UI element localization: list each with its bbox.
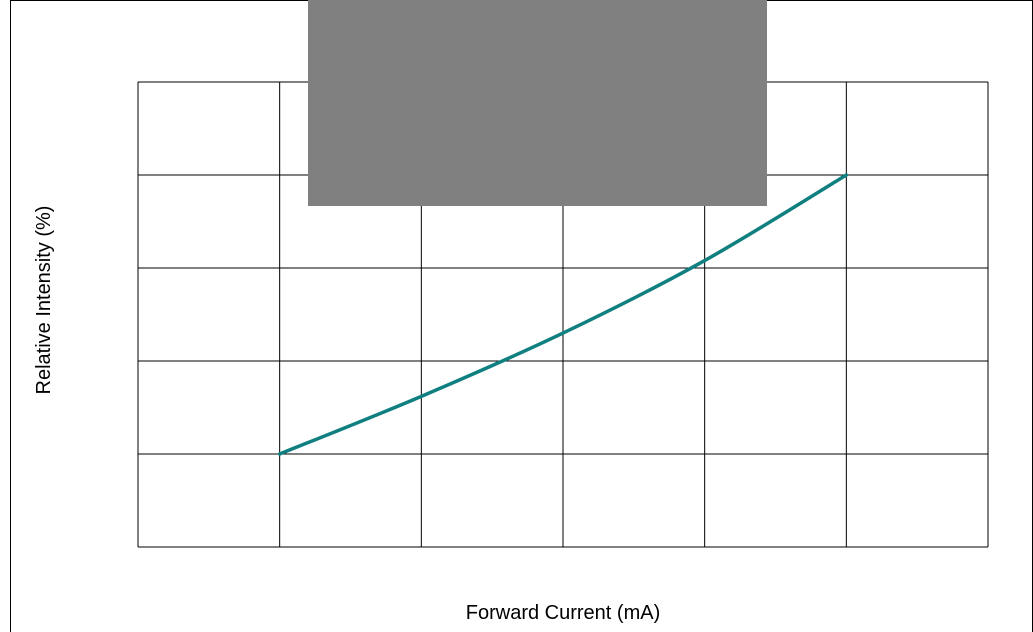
series-layer [277,173,849,456]
series-line-0 [277,173,849,456]
redaction-overlay [308,0,767,206]
y-axis-label: Relative Intensity (%) [33,206,55,395]
x-axis-label: Forward Current (mA) [466,602,660,624]
